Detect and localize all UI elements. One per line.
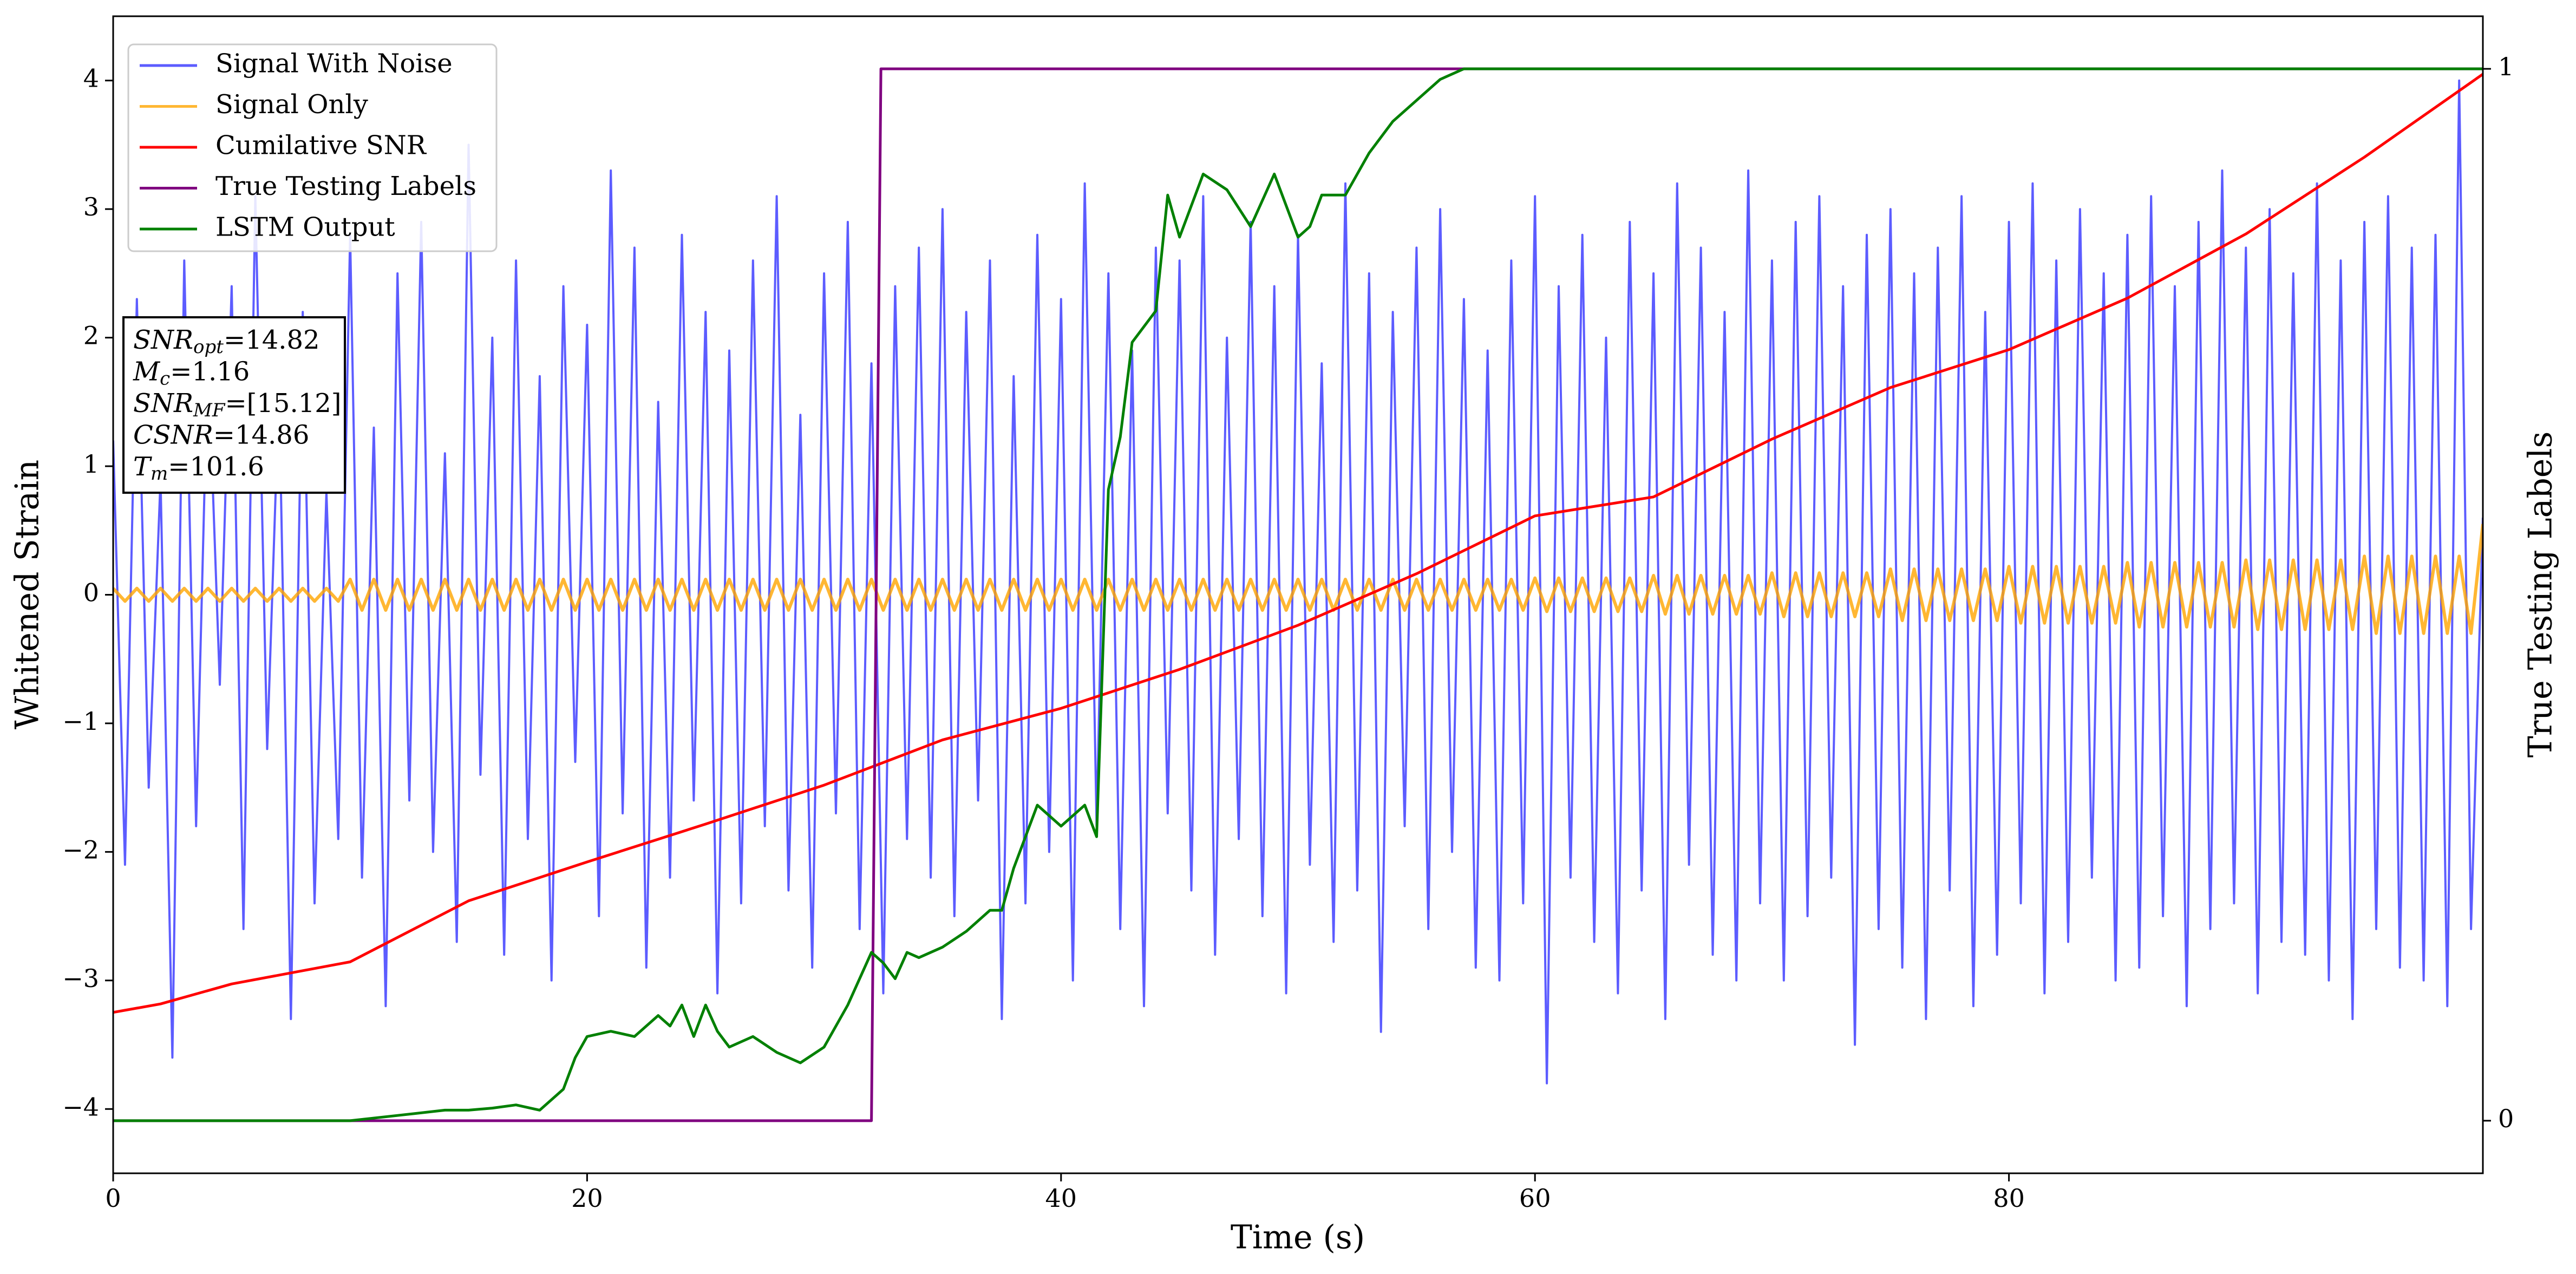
y-tick-label: −3 (62, 964, 99, 993)
y-tick-label: 3 (83, 192, 99, 221)
y-tick-label: −4 (62, 1092, 99, 1121)
y-tick-label: 1 (83, 449, 99, 479)
y-tick-label: 0 (83, 578, 99, 607)
annotation-symbol: CSNR (133, 420, 213, 450)
annotation-value: =1.16 (170, 356, 250, 387)
plot-area (113, 67, 2483, 1122)
annotation-symbol: M (133, 356, 161, 387)
x-tick-label: 40 (1045, 1184, 1077, 1213)
legend-label: True Testing Labels (215, 171, 476, 201)
x-tick-label: 60 (1519, 1184, 1551, 1213)
y-tick-label: 2 (83, 321, 99, 350)
y-axis-label: Whitened Strain (9, 460, 47, 729)
annotation-line: CSNR=14.86 (133, 420, 309, 450)
series-line (113, 67, 2483, 1122)
annotation-line: SNRMF=[15.12] (133, 388, 342, 422)
series-line (113, 73, 2483, 1014)
y-tick-label: −1 (62, 707, 99, 736)
x-tick-label: 80 (1993, 1184, 2025, 1213)
legend-label: Signal Only (215, 89, 368, 120)
y-tick-label: 4 (83, 64, 99, 93)
annotation-value: =101.6 (168, 452, 264, 482)
y2-tick-label: 0 (2498, 1104, 2514, 1133)
annotation-symbol: SNR (133, 388, 193, 419)
annotation-subscript: c (160, 368, 170, 390)
legend-label: LSTM Output (215, 212, 395, 243)
legend-label: Cumilative SNR (215, 130, 427, 161)
annotation-value: =[15.12] (225, 388, 341, 419)
annotation-line: Tm=101.6 (133, 452, 264, 485)
annotation-subscript: m (151, 463, 168, 485)
x-tick-label: 0 (105, 1184, 121, 1213)
annotation-box: SNRopt=14.82Mc=1.16SNRMF=[15.12]CSNR=14.… (122, 316, 346, 494)
annotation-subscript: MF (193, 400, 226, 421)
y2-tick-label: 1 (2498, 52, 2514, 81)
annotation-symbol: T (133, 452, 152, 482)
y-tick-label: −2 (62, 835, 99, 864)
x-tick-label: 20 (571, 1184, 603, 1213)
annotation-line: SNRopt=14.82 (133, 325, 320, 358)
annotation-line: Mc=1.16 (133, 356, 250, 390)
legend: Signal With Noise Signal Only Cumilative S… (127, 43, 498, 252)
annotation-symbol: SNR (133, 325, 193, 355)
annotation-value: =14.86 (213, 420, 310, 450)
legend-label: Signal With Noise (215, 49, 453, 79)
annotation-frame (122, 316, 346, 494)
legend-box (127, 43, 498, 252)
annotation-value: =14.82 (224, 325, 320, 355)
annotation-subscript: opt (193, 336, 224, 358)
series-line (113, 524, 2483, 635)
x-axis-label: Time (s) (1231, 1219, 1365, 1257)
y2-axis-label: True Testing Labels (2522, 432, 2560, 758)
